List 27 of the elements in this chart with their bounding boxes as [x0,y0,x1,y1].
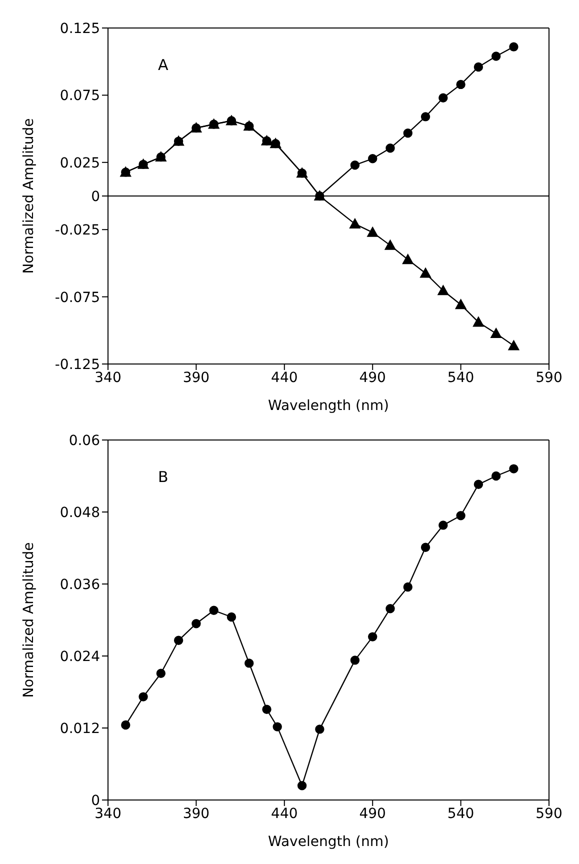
x-tick-label: 590 [536,370,562,386]
x-tick-label: 490 [359,370,386,386]
y-tick-label: -0.025 [54,222,100,239]
x-axis-title: Wavelength (nm) [268,398,389,414]
x-tick-label: 440 [271,806,298,822]
x-tick-label: 540 [447,370,474,386]
x-tick-label: 390 [182,370,210,386]
y-tick-label: 0.036 [60,576,100,593]
x-tick-label: 490 [359,806,386,822]
x-tick-label: 440 [271,370,298,386]
x-tick-label: 590 [536,806,562,822]
y-tick-label: 0.012 [60,720,100,737]
x-tick-label: 390 [182,806,210,822]
y-tick-label: 0.025 [60,155,100,172]
y-tick-label: 0.075 [60,88,100,104]
y-tick-label: -0.075 [54,290,100,306]
y-tick-label: 0.048 [60,504,100,521]
annotation: B [158,468,168,486]
y-tick-label: 0.06 [68,432,100,449]
y-axis-title: Normalized Amplitude [20,542,37,698]
x-tick-label: 540 [447,806,474,822]
y-tick-label: 0.125 [60,20,100,37]
y-tick-label: 0.024 [60,648,100,665]
x-axis-title: Wavelength (nm) [268,834,389,850]
y-tick-label: 0 [91,188,100,205]
annotation: A [158,56,168,74]
y-axis-title: Normalized Amplitude [20,118,37,274]
